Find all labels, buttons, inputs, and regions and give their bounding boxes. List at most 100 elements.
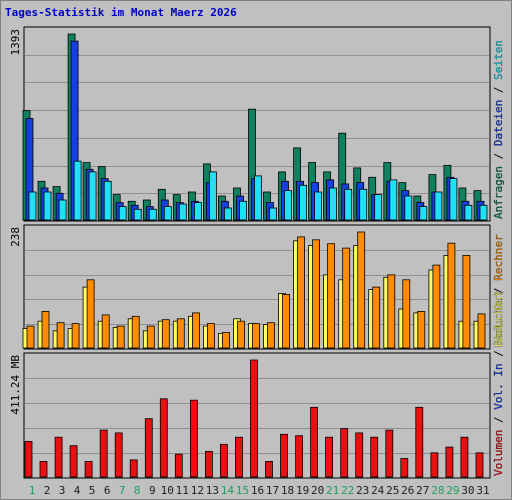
bar-seiten-day-12 bbox=[193, 202, 202, 221]
bar-seiten-day-29 bbox=[449, 178, 458, 221]
bar-volumen-day-27 bbox=[415, 406, 424, 478]
bar-rechner-day-7 bbox=[116, 325, 125, 349]
x-tick-day-6: 6 bbox=[104, 484, 111, 497]
x-tick-day-1: 1 bbox=[29, 484, 36, 497]
x-tick-day-10: 10 bbox=[161, 484, 174, 497]
bar-rechner-day-10 bbox=[161, 319, 170, 349]
bar-seiten-day-30 bbox=[464, 204, 473, 221]
x-tick-day-19: 19 bbox=[296, 484, 309, 497]
bar-volumen-day-11 bbox=[174, 453, 183, 478]
x-tick-day-13: 13 bbox=[206, 484, 219, 497]
bar-seiten-day-21 bbox=[329, 187, 338, 221]
bar-volumen-day-29 bbox=[445, 446, 454, 478]
bar-volumen-day-22 bbox=[340, 428, 349, 478]
bar-volumen-day-2 bbox=[39, 460, 48, 478]
legend-entry-seiten: Seiten bbox=[492, 40, 505, 80]
bar-volumen-day-28 bbox=[430, 452, 439, 478]
bar-volumen-day-17 bbox=[265, 460, 273, 478]
bar-rechner-day-1 bbox=[26, 325, 35, 349]
bar-volumen-day-4 bbox=[69, 445, 78, 478]
bar-rechner-day-3 bbox=[56, 322, 65, 349]
bar-rechner-day-5 bbox=[86, 279, 95, 349]
bar-seiten-day-27 bbox=[419, 206, 428, 221]
x-tick-day-15: 15 bbox=[236, 484, 249, 497]
legend-separator: / bbox=[492, 80, 505, 100]
legend-separator: / bbox=[492, 146, 505, 166]
x-tick-day-16: 16 bbox=[251, 484, 264, 497]
bar-seiten-day-8 bbox=[133, 208, 142, 221]
bar-seiten-day-22 bbox=[344, 188, 353, 221]
bar-seiten-day-1 bbox=[28, 191, 37, 221]
bar-volumen-day-25 bbox=[385, 429, 394, 478]
bar-rechner-day-27 bbox=[417, 310, 426, 349]
bar-seiten-day-31 bbox=[479, 204, 488, 221]
legend-entry-volumen: Volumen bbox=[492, 430, 505, 476]
bar-volumen-day-7 bbox=[114, 432, 123, 478]
bar-rechner-day-23 bbox=[357, 231, 366, 349]
panel-visits-ytick: 238 bbox=[9, 227, 22, 247]
bar-volumen-day-9 bbox=[144, 418, 153, 478]
bar-rechner-day-2 bbox=[41, 310, 50, 349]
panel-traffic-legend: Anfragen / Dateien / Seiten bbox=[492, 40, 505, 219]
bar-rechner-day-28 bbox=[432, 264, 441, 349]
bar-rechner-day-20 bbox=[312, 239, 321, 349]
bar-seiten-day-11 bbox=[178, 203, 187, 221]
bar-rechner-day-15 bbox=[237, 320, 245, 349]
bar-volumen-day-31 bbox=[475, 452, 484, 478]
bar-rechner-day-22 bbox=[342, 247, 351, 349]
x-tick-day-2: 2 bbox=[44, 484, 51, 497]
bar-volumen-day-23 bbox=[355, 432, 364, 478]
bar-seiten-day-7 bbox=[118, 206, 127, 221]
bar-volumen-day-21 bbox=[325, 436, 334, 478]
bar-seiten-day-3 bbox=[58, 199, 67, 221]
legend-entry-vol-out: Vol. Out bbox=[492, 291, 505, 344]
panel-visits-legend: Besuche / Rechner bbox=[492, 234, 505, 347]
x-tick-day-5: 5 bbox=[89, 484, 96, 497]
x-tick-day-11: 11 bbox=[176, 484, 189, 497]
bar-seiten-day-5 bbox=[88, 171, 97, 221]
x-tick-day-31: 31 bbox=[476, 484, 489, 497]
bar-rechner-day-30 bbox=[462, 254, 471, 349]
bar-rechner-day-24 bbox=[372, 286, 381, 349]
bar-rechner-day-13 bbox=[206, 323, 215, 349]
panel-volume-ytick: 411.24 MB bbox=[9, 355, 22, 415]
panel-volume-legend: Volumen / Vol. In / Vol. Out bbox=[492, 291, 505, 476]
bar-seiten-day-19 bbox=[299, 184, 308, 221]
bar-seiten-day-26 bbox=[404, 195, 413, 221]
bar-rechner-day-25 bbox=[387, 274, 396, 349]
bar-seiten-day-17 bbox=[269, 207, 277, 221]
bar-rechner-day-18 bbox=[282, 293, 290, 349]
bar-seiten-day-20 bbox=[314, 191, 323, 221]
x-tick-day-22: 22 bbox=[341, 484, 354, 497]
bar-seiten-day-24 bbox=[374, 194, 383, 221]
legend-separator: / bbox=[492, 281, 505, 301]
bar-rechner-day-9 bbox=[146, 325, 155, 349]
x-tick-day-4: 4 bbox=[74, 484, 81, 497]
legend-entry-besuche: Besuche bbox=[492, 301, 505, 347]
bar-rechner-day-29 bbox=[447, 242, 456, 349]
bar-rechner-day-14 bbox=[221, 331, 230, 349]
bar-volumen-day-8 bbox=[129, 459, 138, 478]
x-tick-day-8: 8 bbox=[134, 484, 141, 497]
bar-volumen-day-5 bbox=[84, 460, 93, 478]
x-tick-day-7: 7 bbox=[119, 484, 126, 497]
bar-volumen-day-19 bbox=[295, 435, 304, 478]
chart-title: Tages-Statistik im Monat Maerz 2026 bbox=[5, 6, 237, 19]
bar-seiten-day-6 bbox=[103, 180, 112, 221]
panel-traffic-ytick: 1393 bbox=[9, 29, 22, 56]
x-tick-day-21: 21 bbox=[326, 484, 339, 497]
x-tick-day-9: 9 bbox=[149, 484, 156, 497]
x-tick-day-27: 27 bbox=[416, 484, 429, 497]
x-tick-day-24: 24 bbox=[371, 484, 385, 497]
bar-volumen-day-12 bbox=[189, 399, 198, 478]
bar-seiten-day-13 bbox=[208, 171, 217, 221]
bar-volumen-day-13 bbox=[204, 450, 213, 478]
bar-seiten-day-18 bbox=[284, 190, 292, 221]
bar-volumen-day-20 bbox=[310, 406, 319, 478]
bar-volumen-day-26 bbox=[400, 458, 409, 478]
bar-volumen-day-18 bbox=[280, 433, 288, 478]
bar-volumen-day-3 bbox=[54, 436, 63, 478]
bar-seiten-day-15 bbox=[239, 200, 247, 221]
bar-rechner-day-31 bbox=[477, 313, 486, 349]
bar-volumen-day-1 bbox=[24, 440, 33, 478]
